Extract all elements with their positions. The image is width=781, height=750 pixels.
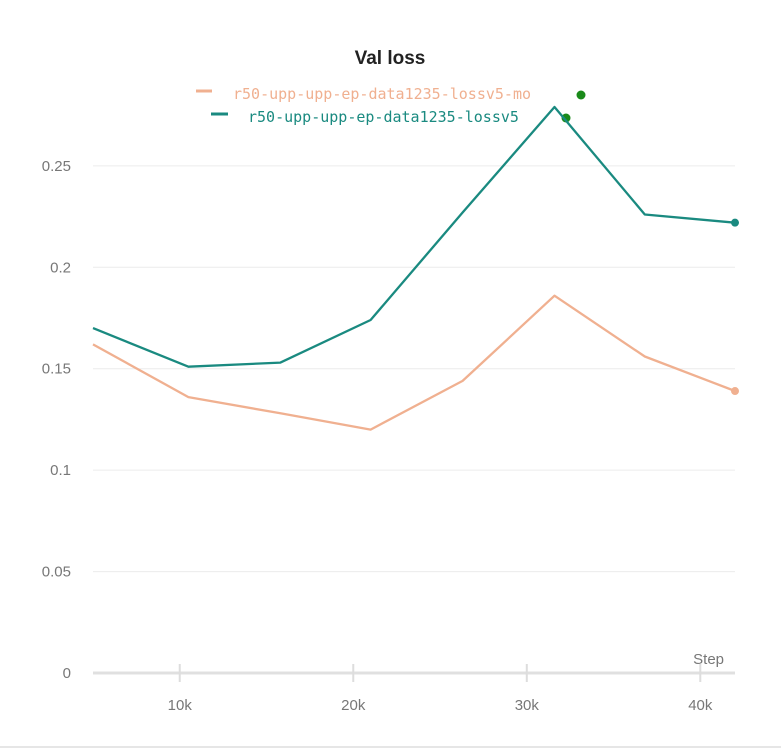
series-line-0[interactable] <box>92 294 736 431</box>
x-tick-label: 40k <box>688 697 713 714</box>
y-axis: 0 0.05 0.1 0.15 0.2 0.25 <box>42 158 71 682</box>
series-group <box>92 105 739 431</box>
y-tick-label: 0.25 <box>42 158 71 175</box>
x-axis-title: Step <box>693 651 724 668</box>
legend-item-mo[interactable]: r50-upp-upp-ep-data1235-lossv5-mo <box>196 85 586 103</box>
grid <box>93 165 735 573</box>
legend-status-dot-lossv5 <box>561 113 571 123</box>
x-tick-label: 10k <box>168 697 193 714</box>
legend-status-dot-mo <box>576 90 586 100</box>
y-tick-label: 0.1 <box>50 462 71 479</box>
y-tick-label: 0.2 <box>50 259 71 276</box>
series-end-point-1 <box>731 218 739 227</box>
y-tick-label: 0 <box>63 665 71 682</box>
y-tick-label: 0.15 <box>42 361 71 378</box>
series-end-point-0 <box>731 387 739 396</box>
legend-item-lossv5[interactable]: r50-upp-upp-ep-data1235-lossv5 <box>211 108 571 126</box>
series-line-1[interactable] <box>92 105 736 368</box>
x-tick-label: 30k <box>515 697 540 714</box>
y-tick-label: 0.05 <box>42 564 71 581</box>
chart-title: Val loss <box>355 48 426 69</box>
panel-bottom-border <box>0 746 781 748</box>
legend-label-mo: r50-upp-upp-ep-data1235-lossv5-mo <box>233 85 531 103</box>
legend: r50-upp-upp-ep-data1235-lossv5-mo r50-up… <box>196 85 586 126</box>
x-axis: 10k 20k 30k 40k <box>93 664 735 714</box>
legend-label-lossv5: r50-upp-upp-ep-data1235-lossv5 <box>248 108 519 126</box>
x-tick-label: 20k <box>341 697 366 714</box>
